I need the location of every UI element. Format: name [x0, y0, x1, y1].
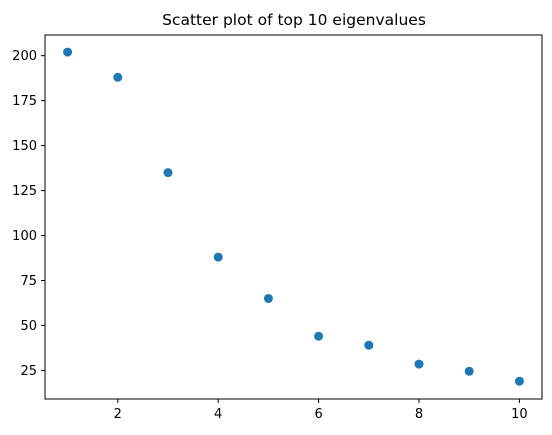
y-tick-label: 200 — [12, 49, 37, 64]
x-tick-label: 8 — [415, 407, 423, 422]
y-tick-label: 50 — [20, 319, 37, 334]
x-tick-label: 2 — [114, 407, 122, 422]
y-tick-label: 150 — [12, 139, 37, 154]
x-tick-label: 10 — [511, 407, 528, 422]
y-tick-label: 175 — [12, 94, 37, 109]
y-tick-label: 75 — [20, 274, 37, 289]
data-point — [514, 376, 524, 386]
chart-title: Scatter plot of top 10 eigenvalues — [162, 11, 426, 29]
data-point — [364, 340, 374, 350]
data-point — [113, 72, 123, 82]
data-point — [63, 47, 73, 57]
y-tick-label: 25 — [20, 364, 37, 379]
data-point — [464, 366, 474, 376]
x-tick-label: 6 — [314, 407, 322, 422]
x-tick-label: 4 — [214, 407, 222, 422]
plot-area-frame — [44, 34, 543, 400]
data-point — [163, 168, 173, 178]
data-point — [414, 359, 424, 369]
y-tick-label: 125 — [12, 184, 37, 199]
x-axis: 2 4 6 8 10 — [114, 399, 528, 422]
data-point — [213, 252, 223, 262]
y-axis: 25 50 75 100 125 150 175 200 — [12, 49, 45, 379]
data-points — [63, 47, 524, 386]
data-point — [263, 293, 273, 303]
data-point — [314, 331, 324, 341]
y-tick-label: 100 — [12, 229, 37, 244]
